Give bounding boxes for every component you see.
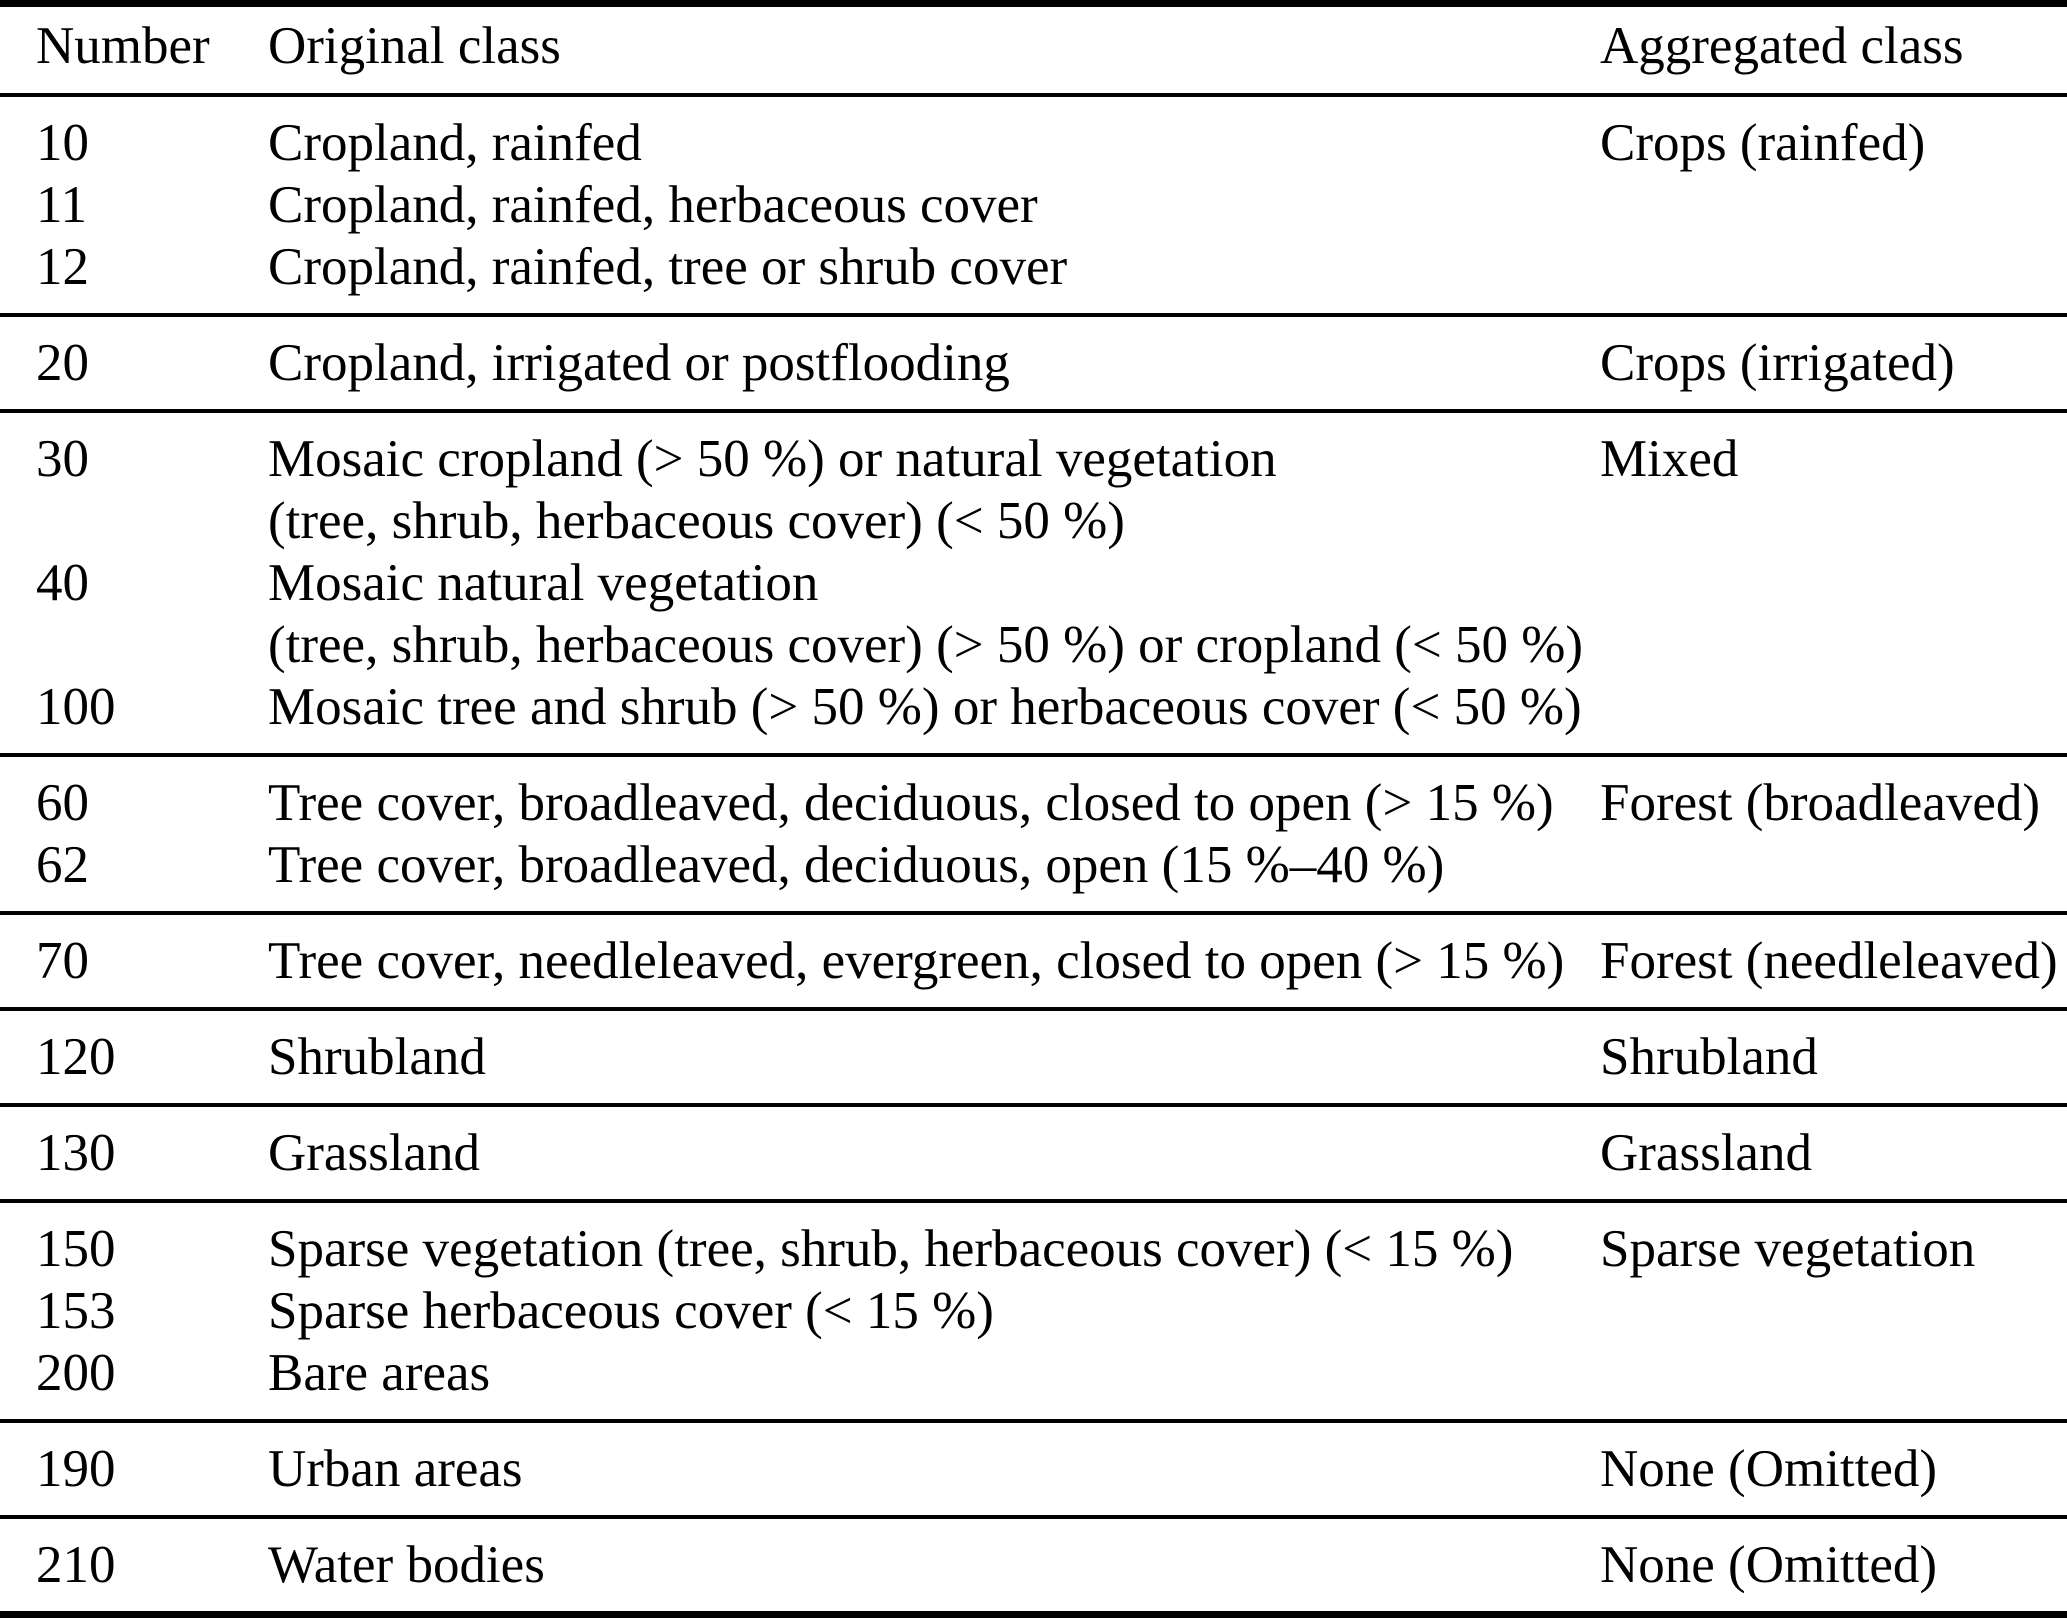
row-number: 200 [36, 1344, 116, 1402]
table-top-rule [0, 0, 2067, 7]
group-separator-rule [0, 313, 2067, 317]
table-body: 10 Cropland, rainfed 11 Cropland, rainfed, … [0, 97, 2067, 1618]
original-class-cell: Cropland, irrigated or postflooding [268, 332, 1600, 394]
column-header-original-class: Original class [268, 17, 561, 75]
original-class-cell: Cropland, rainfed, herbaceous cover [268, 174, 1600, 236]
original-class-cell: Urban areas [268, 1438, 1600, 1500]
aggregated-class-cell: Shrubland [1600, 1028, 1818, 1086]
aggregated-class-cell: Crops (irrigated) [1600, 334, 1955, 392]
table-group: 30 Mosaic cropland (> 50 %) or natural ve… [0, 413, 2067, 753]
original-class-line: Mosaic cropland (> 50 %) or natural vege… [268, 430, 1277, 488]
original-class-cell: Mosaic natural vegetation (tree, shrub, h… [268, 552, 1600, 676]
aggregated-class-cell: Grassland [1600, 1124, 1812, 1182]
original-class-cell: Tree cover, needleleaved, evergreen, clo… [268, 930, 1600, 992]
row-number: 11 [36, 176, 88, 234]
table-group: 190 Urban areas None (Omitted) [0, 1423, 2067, 1515]
original-class-cell: Tree cover, broadleaved, deciduous, clos… [268, 772, 1600, 834]
original-class-line: (tree, shrub, herbaceous cover) (> 50 %)… [268, 616, 1584, 674]
aggregated-class-cell: Sparse vegetation [1600, 1220, 1976, 1278]
table-bottom-rule [0, 1611, 2067, 1618]
row-number: 150 [36, 1220, 116, 1278]
aggregated-class-cell: Forest (broadleaved) [1600, 774, 2041, 832]
original-class-line: Urban areas [268, 1440, 523, 1498]
table-group: 150 Sparse vegetation (tree, shrub, herba… [0, 1203, 2067, 1419]
aggregated-class-cell: None (Omitted) [1600, 1440, 1938, 1498]
group-separator-rule [0, 753, 2067, 757]
table-group: 120 Shrubland Shrubland [0, 1011, 2067, 1103]
group-separator-rule [0, 409, 2067, 413]
row-number: 120 [36, 1028, 116, 1086]
original-class-line: Tree cover, broadleaved, deciduous, open… [268, 836, 1445, 894]
row-number: 60 [36, 774, 89, 832]
table-group: 20 Cropland, irrigated or postflooding Cro… [0, 317, 2067, 409]
column-header-number: Number [36, 17, 210, 75]
row-number: 40 [36, 554, 89, 612]
row-number: 100 [36, 678, 116, 736]
aggregated-class-cell: Forest (needleleaved) [1600, 932, 2058, 990]
original-class-cell: Bare areas [268, 1342, 1600, 1404]
original-class-cell: Sparse herbaceous cover (< 15 %) [268, 1280, 1600, 1342]
group-separator-rule [0, 1103, 2067, 1107]
row-number: 153 [36, 1282, 116, 1340]
original-class-cell: Mosaic cropland (> 50 %) or natural vege… [268, 428, 1600, 552]
row-number: 10 [36, 114, 89, 172]
original-class-cell: Water bodies [268, 1534, 1600, 1596]
table-group: 60 Tree cover, broadleaved, deciduous, cl… [0, 757, 2067, 911]
original-class-line: Mosaic tree and shrub (> 50 %) or herbac… [268, 678, 1582, 736]
table-group: 210 Water bodies None (Omitted) [0, 1519, 2067, 1611]
original-class-line: Cropland, irrigated or postflooding [268, 334, 1010, 392]
aggregated-class-cell: None (Omitted) [1600, 1536, 1938, 1594]
table-group: 70 Tree cover, needleleaved, evergreen, c… [0, 915, 2067, 1007]
row-number: 190 [36, 1440, 116, 1498]
original-class-line: Bare areas [268, 1344, 491, 1402]
original-class-line: Water bodies [268, 1536, 545, 1594]
table-header-row: Number Original class Aggregated class [0, 7, 2067, 93]
original-class-line: Tree cover, needleleaved, evergreen, clo… [268, 932, 1565, 990]
group-separator-rule [0, 1515, 2067, 1519]
row-number: 62 [36, 836, 89, 894]
original-class-cell: Tree cover, broadleaved, deciduous, open… [268, 834, 1600, 896]
group-separator-rule [0, 1007, 2067, 1011]
original-class-line: Cropland, rainfed [268, 114, 642, 172]
table-group: 130 Grassland Grassland [0, 1107, 2067, 1199]
row-number: 210 [36, 1536, 116, 1594]
original-class-line: Sparse vegetation (tree, shrub, herbaceo… [268, 1220, 1514, 1278]
group-separator-rule [0, 1419, 2067, 1423]
original-class-line: Tree cover, broadleaved, deciduous, clos… [268, 774, 1554, 832]
group-separator-rule [0, 1199, 2067, 1203]
original-class-cell: Sparse vegetation (tree, shrub, herbaceo… [268, 1218, 1600, 1280]
original-class-cell: Grassland [268, 1122, 1600, 1184]
table-group: 10 Cropland, rainfed 11 Cropland, rainfed, … [0, 97, 2067, 313]
row-number: 70 [36, 932, 89, 990]
row-number: 12 [36, 238, 89, 296]
original-class-cell: Cropland, rainfed, tree or shrub cover [268, 236, 1600, 298]
aggregated-class-cell: Crops (rainfed) [1600, 114, 1926, 172]
original-class-cell: Cropland, rainfed [268, 112, 1600, 174]
original-class-cell: Shrubland [268, 1026, 1600, 1088]
aggregated-class-cell: Mixed [1600, 430, 1739, 488]
row-number: 20 [36, 334, 89, 392]
column-header-aggregated-class: Aggregated class [1600, 17, 1964, 75]
row-number: 130 [36, 1124, 116, 1182]
original-class-line: Cropland, rainfed, herbaceous cover [268, 176, 1038, 234]
group-separator-rule [0, 911, 2067, 915]
original-class-line: Cropland, rainfed, tree or shrub cover [268, 238, 1068, 296]
original-class-line: Mosaic natural vegetation [268, 554, 819, 612]
row-number: 30 [36, 430, 89, 488]
original-class-line: Shrubland [268, 1028, 486, 1086]
header-separator-rule [0, 93, 2067, 97]
original-class-line: Sparse herbaceous cover (< 15 %) [268, 1282, 994, 1340]
original-class-line: (tree, shrub, herbaceous cover) (< 50 %) [268, 492, 1125, 550]
original-class-line: Grassland [268, 1124, 480, 1182]
original-class-cell: Mosaic tree and shrub (> 50 %) or herbac… [268, 676, 1600, 738]
